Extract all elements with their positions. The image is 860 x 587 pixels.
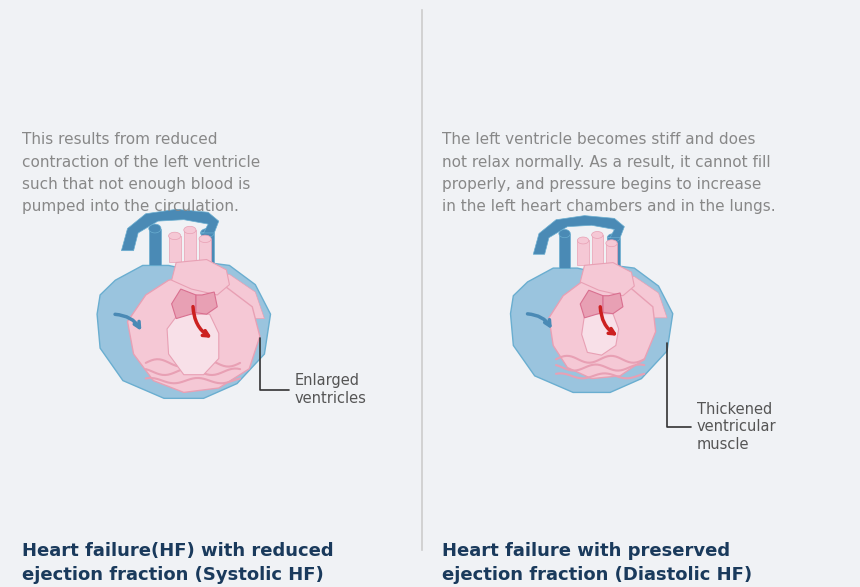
Polygon shape (127, 277, 260, 393)
Polygon shape (172, 259, 230, 295)
Polygon shape (149, 228, 161, 265)
Polygon shape (602, 276, 667, 318)
Polygon shape (607, 238, 620, 268)
Text: The left ventricle becomes stiff and does
not relax normally. As a result, it ca: The left ventricle becomes stiff and doe… (442, 133, 776, 214)
Polygon shape (200, 233, 214, 265)
Ellipse shape (149, 224, 161, 233)
Ellipse shape (592, 231, 603, 238)
Polygon shape (559, 234, 570, 268)
Polygon shape (169, 236, 181, 262)
Polygon shape (603, 293, 623, 313)
Polygon shape (194, 274, 264, 319)
Polygon shape (577, 241, 589, 265)
Text: Enlarged
ventricles: Enlarged ventricles (260, 338, 366, 406)
Polygon shape (511, 265, 673, 393)
Ellipse shape (559, 230, 570, 238)
Polygon shape (167, 313, 218, 375)
Polygon shape (580, 262, 635, 296)
Polygon shape (549, 279, 655, 379)
Ellipse shape (169, 232, 181, 239)
Polygon shape (592, 235, 603, 265)
Ellipse shape (200, 228, 214, 237)
Text: This results from reduced
contraction of the left ventricle
such that not enough: This results from reduced contraction of… (22, 133, 260, 214)
Polygon shape (580, 290, 603, 318)
Polygon shape (605, 243, 617, 265)
Ellipse shape (607, 234, 620, 242)
Polygon shape (97, 262, 271, 399)
Polygon shape (199, 239, 212, 262)
Polygon shape (121, 210, 218, 251)
Polygon shape (196, 292, 218, 314)
Polygon shape (533, 215, 624, 254)
Ellipse shape (199, 235, 212, 242)
Text: Thickened
ventricular
muscle: Thickened ventricular muscle (667, 343, 777, 452)
Text: Heart failure(HF) with reduced
ejection fraction (Systolic HF): Heart failure(HF) with reduced ejection … (22, 542, 333, 583)
Polygon shape (184, 230, 196, 262)
Text: Heart failure with preserved
ejection fraction (Diastolic HF): Heart failure with preserved ejection fr… (442, 542, 752, 583)
Ellipse shape (184, 227, 196, 234)
Ellipse shape (577, 237, 589, 244)
Polygon shape (172, 289, 196, 319)
Polygon shape (581, 313, 618, 355)
Ellipse shape (605, 239, 617, 247)
